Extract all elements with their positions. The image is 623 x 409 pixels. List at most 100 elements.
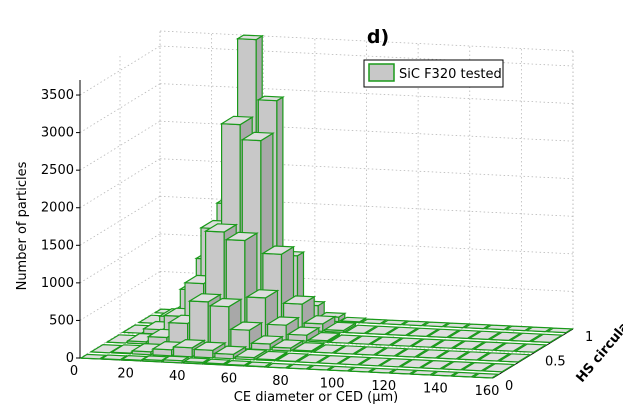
bar-top-face — [208, 297, 243, 308]
bar-top-face — [430, 370, 459, 377]
bar-top-face — [378, 357, 413, 368]
z-tick-label: 2000 — [41, 201, 74, 216]
bar-top-face — [306, 364, 335, 371]
bar-top-face — [467, 330, 502, 341]
bar-top-face — [223, 359, 253, 366]
z-tick-label: 500 — [49, 313, 74, 328]
z-tick-label: 1500 — [41, 238, 74, 253]
x-tick-label: 140 — [423, 382, 448, 397]
bar-top-face — [524, 326, 554, 333]
bar-top-face — [446, 329, 482, 340]
bar-top-face — [228, 321, 264, 331]
bar-top-face — [343, 324, 379, 335]
bar-top-face — [513, 343, 548, 353]
bar-top-face — [202, 358, 232, 365]
bar-top-face — [311, 344, 347, 354]
bar-top-face — [368, 336, 404, 346]
bar-top-face — [332, 345, 367, 355]
bar-top-face — [389, 337, 425, 347]
bar-top-face — [322, 321, 358, 332]
bar-top-face — [388, 368, 418, 375]
bar-top-face — [430, 339, 466, 349]
grid-line-back-wall — [159, 83, 574, 104]
bar-top-face — [398, 358, 434, 369]
bar-top-face — [492, 342, 528, 352]
bar-top-face — [462, 323, 492, 330]
bar-top-face — [483, 324, 512, 331]
bar-top-face — [529, 333, 564, 344]
bar-top-face — [348, 335, 383, 345]
bar-top-face — [357, 356, 393, 367]
x-tick-label: 100 — [320, 377, 345, 392]
bar-top-face — [472, 341, 507, 351]
bar-top-face — [405, 327, 441, 338]
bar-top-face — [426, 328, 461, 339]
bar-top-face — [481, 362, 516, 373]
y-tick-label: 0.5 — [545, 355, 566, 370]
bar-top-face — [440, 360, 475, 371]
bar-top-face — [290, 341, 326, 352]
legend-label: SiC F320 tested — [399, 67, 502, 82]
bar-top-face — [302, 315, 337, 325]
bar-top-face — [260, 245, 296, 255]
y-tick-label: 1 — [585, 330, 593, 345]
bar-top-face — [410, 338, 445, 348]
x-tick-label: 80 — [272, 374, 289, 389]
bar-top-face — [264, 362, 294, 369]
bar-top-face — [244, 289, 280, 299]
x-tick-label: 120 — [371, 379, 396, 394]
bar-top-face — [450, 371, 480, 378]
bar-top-face — [99, 354, 129, 361]
x-tick-label: 60 — [221, 372, 238, 387]
bar-top-face — [414, 349, 450, 359]
bar-top-face — [421, 321, 451, 328]
bar-top-face — [545, 327, 574, 334]
bar-top-face — [460, 361, 496, 372]
z-axis-label: Number of particles — [15, 161, 30, 290]
grid-line-box-edge — [159, 30, 574, 52]
bar-top-face — [203, 223, 239, 233]
bar-top-face — [212, 345, 248, 355]
bar-top-face — [373, 347, 409, 357]
bar-top-face — [338, 316, 368, 323]
bar-top-face — [249, 335, 285, 345]
bar-top-face — [364, 325, 399, 336]
bar-top-face — [409, 369, 439, 376]
bar-top-face — [347, 366, 377, 373]
bar-top-face — [281, 295, 317, 305]
bar-top-face — [254, 350, 289, 361]
bar-top-face — [504, 325, 533, 332]
bar-top-face — [171, 338, 207, 349]
bar-top-face — [285, 363, 315, 370]
y-axis-label: HS circularity — [574, 300, 623, 386]
bar-top-face — [306, 331, 342, 342]
bar-top-face — [508, 332, 544, 343]
grid-line-left-wall — [79, 45, 161, 96]
z-tick-label: 3500 — [41, 88, 74, 103]
bar-top-face — [380, 319, 409, 326]
bar-top-face — [244, 361, 273, 368]
bar-top-face — [400, 320, 430, 327]
bar-top-face — [497, 353, 532, 363]
bar-top-face — [488, 331, 523, 342]
chart-title: d) — [367, 26, 389, 48]
bar-front-face — [173, 346, 193, 358]
bar-top-face — [394, 348, 429, 358]
x-axis-label: CE diameter or CED (μm) — [234, 390, 398, 405]
bar-top-face — [270, 339, 305, 349]
bar-top-face — [233, 348, 269, 359]
bar-top-face — [352, 346, 388, 356]
z-tick-label: 1000 — [41, 276, 74, 291]
bar-top-face — [161, 355, 191, 362]
bar-top-face — [359, 318, 389, 325]
bar-top-face — [182, 357, 211, 364]
x-tick-label: 40 — [169, 369, 186, 384]
bar-top-face — [451, 340, 486, 350]
bar-top-face — [265, 316, 301, 326]
bar-top-face — [419, 359, 454, 370]
z-tick-label: 0 — [66, 351, 74, 366]
bar-top-face — [368, 367, 397, 374]
legend: SiC F320 tested — [363, 59, 504, 88]
bar-top-face — [224, 231, 259, 242]
